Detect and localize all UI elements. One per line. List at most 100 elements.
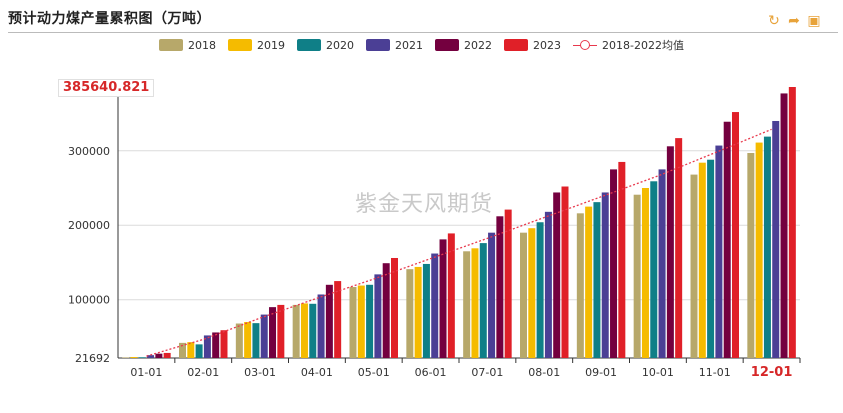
- bar-2019-12-01: [755, 142, 763, 358]
- bar-2022-05-01: [382, 263, 390, 358]
- chart-legend: 2018 2019 2020 2021 2022 2023 2018-2022均…: [0, 37, 843, 53]
- legend-item-average[interactable]: 2018-2022均值: [573, 37, 684, 53]
- x-tick-label: 08-01: [528, 366, 560, 379]
- bar-2022-06-01: [439, 239, 447, 358]
- bar-2018-08-01: [520, 232, 527, 358]
- y-tick-label: 300000: [68, 145, 110, 158]
- bar-2021-01-01: [147, 355, 155, 358]
- bar-2021-06-01: [431, 253, 439, 358]
- bar-2020-05-01: [366, 284, 374, 358]
- legend-label: 2023: [533, 38, 562, 52]
- x-tick-label: 04-01: [301, 366, 333, 379]
- bar-2020-12-01: [763, 136, 771, 358]
- bar-2021-12-01: [772, 120, 780, 358]
- bar-2023-06-01: [447, 233, 455, 358]
- legend-item-2022[interactable]: 2022: [435, 37, 492, 53]
- legend-label: 2018: [188, 38, 217, 52]
- chart-title: 预计动力煤产量累积图（万吨）: [8, 11, 211, 27]
- average-line: [146, 128, 772, 357]
- bar-2022-02-01: [212, 332, 220, 358]
- legend-item-2021[interactable]: 2021: [366, 37, 423, 53]
- bar-2020-10-01: [650, 181, 658, 358]
- bar-2018-07-01: [463, 251, 471, 358]
- bar-2020-01-01: [138, 357, 146, 358]
- bar-2021-09-01: [601, 192, 609, 358]
- x-tick-label: 07-01: [471, 366, 503, 379]
- bar-2020-06-01: [422, 263, 430, 358]
- legend-label: 2021: [395, 38, 424, 52]
- bar-2021-03-01: [260, 314, 268, 358]
- bar-2019-02-01: [187, 342, 195, 358]
- legend-swatch: [297, 39, 322, 51]
- bar-2019-01-01: [130, 357, 138, 358]
- bar-2020-03-01: [252, 323, 260, 358]
- legend-line-swatch: [573, 39, 598, 51]
- bar-2023-08-01: [561, 186, 569, 358]
- refresh-icon[interactable]: ↻: [768, 13, 780, 29]
- watermark: 紫金天风期货: [355, 192, 494, 217]
- legend-swatch: [504, 39, 529, 51]
- bar-2019-05-01: [357, 285, 365, 358]
- x-tick-label: 12-01: [751, 365, 793, 380]
- bar-2018-03-01: [235, 323, 243, 358]
- y-max-label: 385640.821: [58, 79, 155, 97]
- y-tick-label: 100000: [68, 294, 110, 307]
- legend-label: 2018-2022均值: [602, 39, 684, 52]
- x-tick-label: 09-01: [585, 366, 617, 379]
- bar-2018-02-01: [179, 342, 186, 358]
- bar-2022-10-01: [666, 146, 674, 358]
- bar-2021-05-01: [374, 274, 382, 358]
- bar-2022-11-01: [723, 121, 731, 358]
- y-min-label: 21692: [75, 352, 110, 365]
- bar-2019-07-01: [471, 248, 479, 358]
- x-tick-label: 02-01: [187, 366, 219, 379]
- bar-2019-10-01: [641, 187, 649, 358]
- bar-2021-11-01: [715, 145, 723, 358]
- download-image-icon[interactable]: ▣: [807, 13, 821, 29]
- bar-2020-02-01: [195, 344, 203, 358]
- legend-item-2020[interactable]: 2020: [297, 37, 354, 53]
- bar-2019-11-01: [698, 162, 706, 358]
- bar-2022-04-01: [325, 284, 333, 358]
- legend-item-2018[interactable]: 2018: [159, 37, 216, 53]
- bar-2018-05-01: [349, 287, 357, 358]
- legend-swatch: [435, 39, 460, 51]
- share-icon[interactable]: ➦: [788, 13, 800, 29]
- bar-2020-08-01: [536, 222, 544, 358]
- legend-item-2023[interactable]: 2023: [504, 37, 561, 53]
- bar-2022-01-01: [155, 353, 163, 358]
- legend-label: 2019: [257, 38, 286, 52]
- x-tick-label: 03-01: [244, 366, 276, 379]
- chart-toolbar: ↻ ➦ ▣: [767, 14, 821, 28]
- bar-2023-03-01: [277, 304, 285, 358]
- bar-2020-04-01: [309, 303, 317, 358]
- bar-2022-08-01: [553, 192, 561, 358]
- bar-2019-08-01: [528, 228, 536, 358]
- bar-2018-01-01: [122, 357, 130, 358]
- bar-2023-07-01: [504, 209, 512, 358]
- x-tick-label: 11-01: [699, 366, 731, 379]
- bar-2021-10-01: [658, 169, 666, 358]
- legend-item-2019[interactable]: 2019: [228, 37, 285, 53]
- bar-2020-11-01: [707, 159, 715, 358]
- bar-2023-02-01: [220, 330, 228, 358]
- bar-2018-10-01: [633, 194, 641, 358]
- bar-2023-01-01: [163, 352, 171, 358]
- bar-2018-06-01: [406, 269, 414, 358]
- bar-2018-11-01: [690, 174, 698, 358]
- legend-label: 2022: [464, 38, 493, 52]
- bar-2023-11-01: [732, 112, 739, 358]
- bar-2020-09-01: [593, 202, 601, 358]
- bar-2021-04-01: [317, 294, 325, 358]
- x-tick-label: 05-01: [358, 366, 390, 379]
- bar-2023-10-01: [675, 138, 683, 358]
- title-divider: [8, 32, 838, 33]
- bar-2019-06-01: [414, 266, 422, 358]
- legend-swatch: [366, 39, 391, 51]
- bar-2021-07-01: [488, 232, 496, 358]
- bar-2019-04-01: [300, 303, 308, 358]
- bar-2022-12-01: [780, 93, 788, 358]
- y-tick-label: 200000: [68, 219, 110, 232]
- legend-swatch: [159, 39, 184, 51]
